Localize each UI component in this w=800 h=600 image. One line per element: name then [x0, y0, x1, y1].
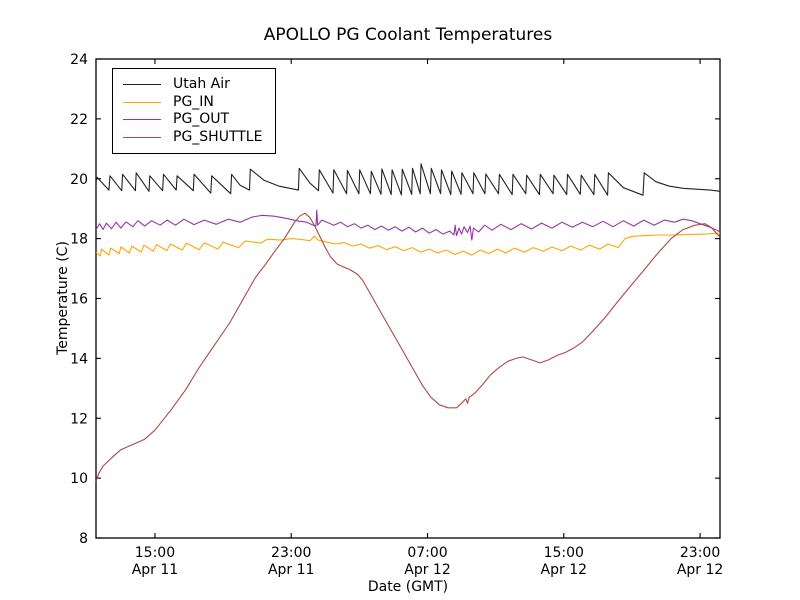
x-tick-label-date: Apr 11 [132, 562, 178, 578]
x-tick-label-time: 07:00 [407, 545, 447, 561]
legend: Utah Air PG_IN PG_OUT PG_SHUTTLE [112, 68, 276, 154]
series-utah-air [95, 163, 721, 196]
legend-label: PG_OUT [173, 111, 230, 128]
legend-entry: Utah Air [123, 76, 263, 94]
y-tick-label: 12 [70, 411, 88, 427]
legend-entry: PG_SHUTTLE [123, 129, 263, 147]
series-pg-in [95, 232, 721, 257]
chart-title: APOLLO PG Coolant Temperatures [263, 25, 553, 45]
x-tick-label-date: Apr 11 [268, 562, 314, 578]
legend-line-sample [123, 119, 161, 121]
y-axis-label: Temperature (C) [55, 241, 71, 355]
series-pg-shuttle [95, 212, 721, 482]
y-tick-label: 8 [79, 531, 88, 547]
legend-label: PG_IN [173, 93, 214, 110]
legend-entry: PG_IN [123, 94, 263, 112]
x-tick-label-time: 15:00 [544, 545, 584, 561]
legend-line-sample [123, 136, 161, 138]
x-tick-label-date: Apr 12 [404, 562, 450, 578]
legend-label: PG_SHUTTLE [173, 128, 263, 145]
series-pg-out [95, 209, 721, 241]
legend-label: Utah Air [173, 76, 230, 93]
legend-line-sample [123, 84, 161, 86]
y-tick-label: 10 [70, 471, 88, 487]
x-tick-label-time: 23:00 [271, 545, 311, 561]
x-tick-label-date: Apr 12 [677, 562, 723, 578]
y-tick-label: 20 [70, 172, 88, 188]
x-tick-label-time: 23:00 [680, 545, 720, 561]
y-tick-label: 24 [70, 52, 88, 68]
y-tick-label: 14 [70, 351, 88, 367]
x-tick-label-date: Apr 12 [541, 562, 587, 578]
x-axis-label: Date (GMT) [367, 579, 449, 595]
x-tick-label-time: 15:00 [135, 545, 175, 561]
y-tick-label: 16 [70, 292, 88, 308]
legend-line-sample [123, 101, 161, 103]
y-tick-label: 18 [70, 232, 88, 248]
y-tick-label: 22 [70, 112, 88, 128]
legend-entry: PG_OUT [123, 111, 263, 129]
